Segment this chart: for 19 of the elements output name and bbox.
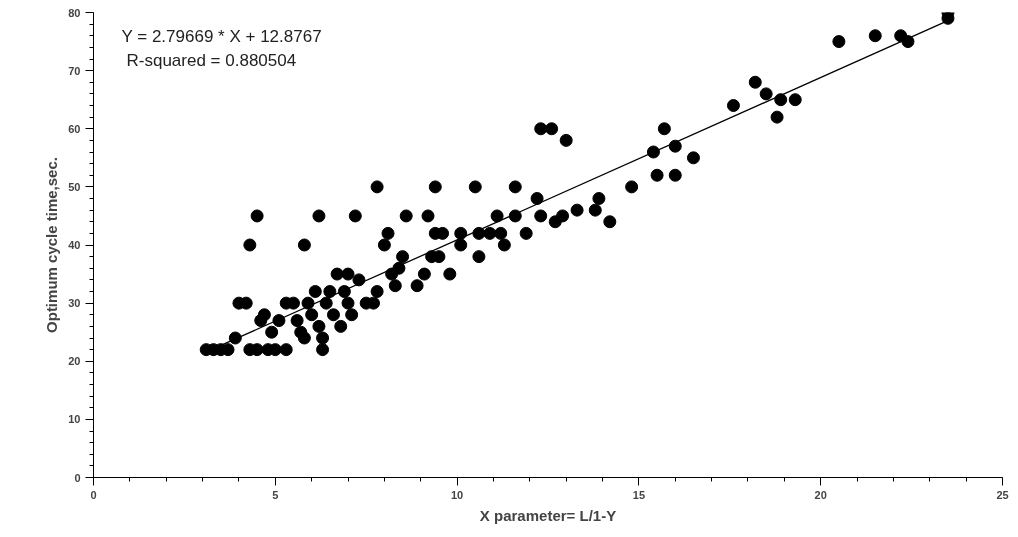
y-tick-label: 10	[68, 413, 81, 426]
y-tick-label: 40	[68, 239, 81, 251]
x-tick-label: 0	[90, 488, 97, 501]
y-tick-label: 0	[74, 471, 81, 484]
y-tick-label: 70	[68, 64, 81, 77]
y-tick-label: 50	[68, 180, 81, 193]
y-tick-label: 80	[68, 6, 81, 19]
x-tick-label: 10	[450, 488, 464, 501]
y-tick-label: 20	[68, 355, 81, 368]
x-tick-label: 15	[632, 488, 646, 501]
y-tick-label: 60	[68, 122, 81, 135]
y-axis-title: Optimum cycle time,sec.	[43, 157, 61, 333]
y-tick-label: 30	[68, 297, 81, 310]
x-tick-label: 20	[814, 488, 827, 501]
x-tick-label: 25	[996, 488, 1009, 501]
annotation: R-squared = 0.880504	[126, 50, 297, 70]
annotation: Y = 2.79669 * X + 12.8767	[121, 26, 322, 46]
x-tick-label: 5	[272, 488, 279, 501]
x-axis-title: X parameter= L/1-Y	[479, 506, 617, 524]
